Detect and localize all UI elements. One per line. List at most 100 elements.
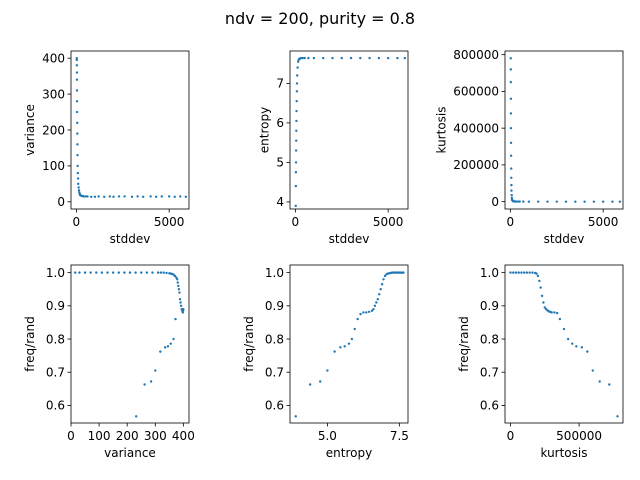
data-point — [159, 350, 162, 353]
data-point — [149, 195, 152, 198]
y-tick-label: 400000 — [453, 121, 499, 135]
x-axis-label: variance — [104, 446, 156, 460]
data-point — [165, 271, 168, 275]
axes-frame — [70, 264, 190, 424]
y-tick-label: 0.7 — [265, 366, 284, 380]
data-point — [575, 345, 578, 348]
y-tick-label: 300 — [42, 87, 65, 101]
data-point — [295, 90, 299, 93]
data-point — [514, 271, 518, 274]
data-point — [100, 271, 104, 274]
y-tick-label: 0.9 — [265, 299, 284, 313]
data-point — [156, 271, 160, 274]
data-point — [295, 119, 298, 123]
data-point — [76, 132, 79, 135]
data-point — [76, 164, 79, 168]
data-point — [368, 56, 371, 60]
y-tick-label: 0 — [57, 195, 65, 209]
data-point — [77, 182, 80, 186]
data-point — [558, 317, 562, 321]
data-point — [542, 301, 545, 304]
data-point — [509, 97, 513, 100]
data-point — [509, 154, 513, 157]
data-point — [322, 56, 325, 60]
data-point — [510, 176, 513, 179]
data-point — [295, 99, 298, 103]
data-point — [294, 184, 298, 188]
data-point — [134, 415, 138, 418]
data-point — [365, 311, 368, 314]
data-point — [403, 56, 407, 60]
data-point — [537, 200, 540, 203]
data-point — [179, 301, 182, 304]
data-point — [136, 195, 139, 198]
data-point — [154, 195, 158, 198]
data-point — [555, 200, 558, 203]
data-point — [82, 195, 86, 198]
data-point — [173, 274, 177, 278]
data-point — [525, 271, 529, 274]
data-point — [535, 272, 538, 275]
y-tick-label: 5 — [276, 156, 284, 170]
data-point — [518, 200, 521, 203]
data-point — [349, 56, 353, 60]
data-point — [510, 189, 513, 192]
data-point — [176, 278, 179, 281]
data-point — [372, 307, 375, 311]
y-tick-label: 7 — [276, 77, 284, 91]
data-point — [103, 195, 106, 198]
data-point — [160, 195, 163, 198]
data-point — [178, 291, 181, 294]
y-tick-label: 0.7 — [46, 366, 65, 380]
data-point — [177, 284, 180, 288]
data-point — [382, 278, 385, 281]
x-axis-label: stddev — [110, 232, 151, 246]
data-point — [616, 415, 619, 418]
y-tick-label: 0 — [491, 195, 499, 209]
data-point — [95, 271, 98, 274]
data-point — [340, 56, 343, 60]
data-point — [566, 337, 570, 341]
data-point — [543, 306, 546, 309]
data-point — [112, 195, 115, 198]
x-tick-label: 0 — [292, 215, 300, 229]
data-point — [176, 281, 179, 284]
y-tick-label: 1.0 — [46, 266, 65, 280]
data-point — [111, 271, 115, 274]
data-point — [76, 121, 79, 125]
axes-frame — [289, 264, 409, 424]
data-point — [296, 66, 299, 69]
data-point — [550, 311, 553, 314]
data-point — [117, 271, 120, 274]
data-point — [299, 56, 303, 60]
data-point — [134, 271, 137, 274]
data-point — [173, 195, 176, 198]
data-point — [294, 204, 297, 208]
data-point — [375, 301, 378, 304]
data-point — [333, 350, 336, 353]
data-point — [350, 337, 354, 341]
data-point — [174, 317, 177, 321]
data-point — [77, 186, 80, 189]
y-axis-label: kurtosis — [434, 106, 448, 153]
data-point — [331, 56, 334, 60]
x-tick-label: 0 — [507, 215, 515, 229]
data-point — [601, 200, 605, 203]
y-tick-label: 0.8 — [480, 332, 499, 346]
x-axis-label: stddev — [544, 232, 585, 246]
data-point — [538, 279, 541, 283]
data-point — [553, 311, 556, 314]
data-point — [75, 100, 79, 103]
subplot-4: 0 100 200 300 400 0.6 0.7 0.8 0.9 1.0 variance freq… — [23, 264, 195, 460]
data-point — [151, 271, 154, 274]
data-point — [159, 271, 163, 274]
data-point — [76, 153, 79, 157]
data-point — [347, 342, 351, 345]
data-point — [362, 311, 365, 314]
data-point — [353, 327, 356, 331]
data-point — [128, 271, 132, 274]
data-point — [531, 271, 534, 274]
data-point — [123, 271, 126, 274]
